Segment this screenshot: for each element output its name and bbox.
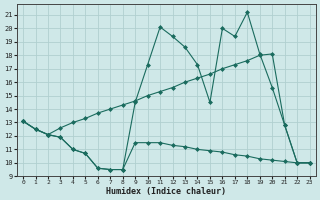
X-axis label: Humidex (Indice chaleur): Humidex (Indice chaleur) [106, 187, 226, 196]
